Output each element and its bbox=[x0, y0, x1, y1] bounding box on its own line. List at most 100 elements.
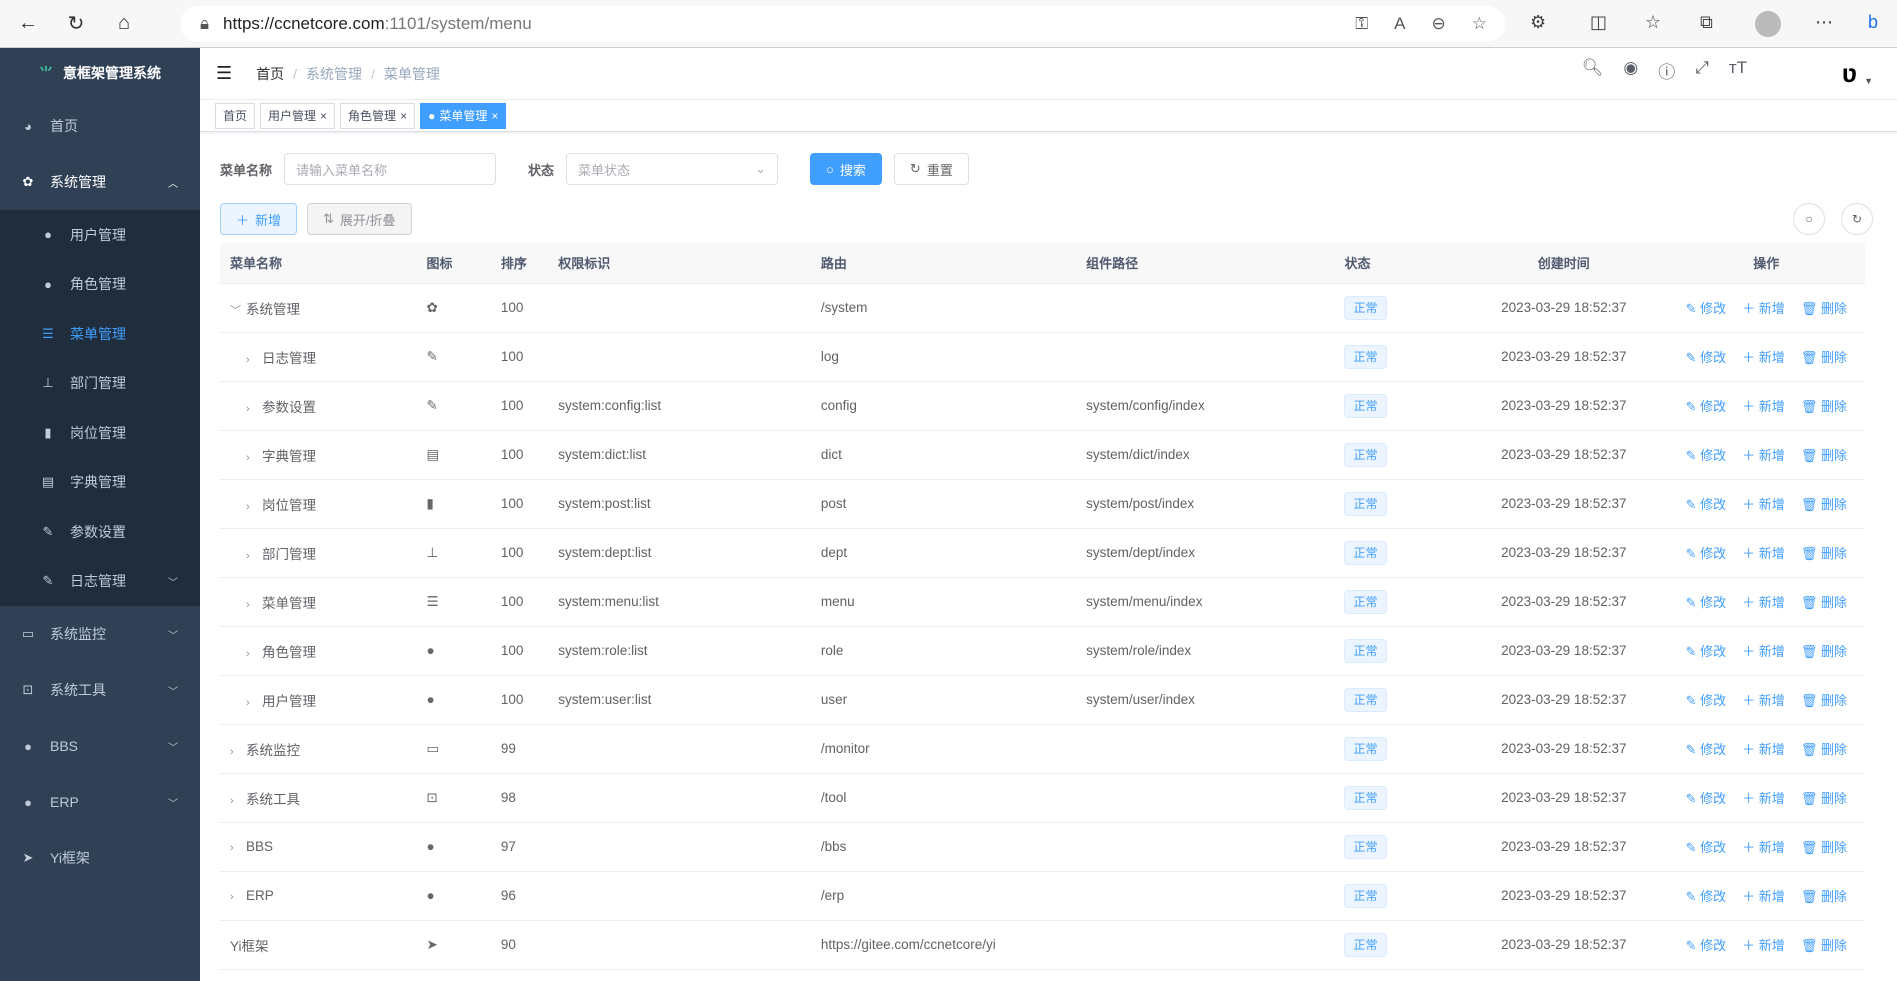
split-screen-icon[interactable]: ◫ bbox=[1590, 12, 1608, 32]
edit-button[interactable]: ✎ 修改 bbox=[1686, 938, 1727, 953]
add-child-button[interactable]: ＋ 新增 bbox=[1742, 938, 1785, 953]
key-icon[interactable]: ⚿ bbox=[1355, 14, 1369, 33]
refresh-button[interactable]: ↻ bbox=[1841, 203, 1873, 235]
add-child-button[interactable]: ＋ 新增 bbox=[1742, 399, 1785, 414]
delete-button[interactable]: 🗑︎ 删除 bbox=[1801, 889, 1847, 904]
add-child-button[interactable]: ＋ 新增 bbox=[1742, 644, 1785, 659]
chevron-right-icon[interactable]: › bbox=[246, 402, 250, 415]
sidebar-item-user[interactable]: ● 用户管理 bbox=[0, 210, 200, 260]
delete-button[interactable]: 🗑︎ 删除 bbox=[1801, 399, 1847, 414]
edit-button[interactable]: ✎ 修改 bbox=[1686, 791, 1727, 806]
edit-button[interactable]: ✎ 修改 bbox=[1686, 889, 1727, 904]
edit-button[interactable]: ✎ 修改 bbox=[1686, 448, 1727, 463]
address-bar[interactable]: 🔒︎ https://ccnetcore.com:1101/system/men… bbox=[180, 6, 1505, 42]
chevron-right-icon[interactable]: › bbox=[246, 353, 250, 366]
search-button[interactable]: ○ 搜索 bbox=[810, 153, 882, 185]
font-size-icon[interactable]: тT bbox=[1728, 58, 1747, 77]
delete-button[interactable]: 🗑︎ 删除 bbox=[1801, 644, 1847, 659]
profile-avatar[interactable] bbox=[1755, 11, 1781, 37]
sidebar-item-menu[interactable]: ☰ 菜单管理 bbox=[0, 309, 200, 359]
sidebar-item-home[interactable]: ◕ 首页 bbox=[0, 98, 200, 154]
sidebar-item-config[interactable]: ✎ 参数设置 bbox=[0, 507, 200, 557]
favorites-icon[interactable]: ☆ bbox=[1645, 12, 1662, 32]
add-child-button[interactable]: ＋ 新增 bbox=[1742, 497, 1785, 512]
user-avatar[interactable]: ʋ bbox=[1841, 58, 1857, 88]
tag-user[interactable]: 用户管理 × bbox=[260, 102, 336, 129]
delete-button[interactable]: 🗑︎ 删除 bbox=[1801, 693, 1847, 708]
chevron-right-icon[interactable]: › bbox=[246, 647, 250, 660]
search-icon[interactable]: 🔍︎ bbox=[1581, 58, 1604, 77]
delete-button[interactable]: 🗑︎ 删除 bbox=[1801, 791, 1847, 806]
favorite-add-icon[interactable]: ☆ bbox=[1471, 14, 1487, 33]
tag-role[interactable]: 角色管理 × bbox=[340, 102, 416, 129]
edit-button[interactable]: ✎ 修改 bbox=[1686, 742, 1727, 757]
sidebar-item-erp[interactable]: ● ERP ﹀ bbox=[0, 774, 200, 830]
tag-menu[interactable]: ● 菜单管理 × bbox=[420, 102, 507, 129]
delete-button[interactable]: 🗑︎ 删除 bbox=[1801, 938, 1847, 953]
close-icon[interactable]: × bbox=[320, 108, 328, 123]
toggle-search-button[interactable]: ○ bbox=[1793, 203, 1825, 235]
close-icon[interactable]: × bbox=[491, 108, 499, 123]
fullscreen-icon[interactable]: ⤢ bbox=[1695, 58, 1709, 77]
chevron-right-icon[interactable]: › bbox=[230, 745, 234, 758]
close-icon[interactable]: × bbox=[400, 108, 408, 123]
add-child-button[interactable]: ＋ 新增 bbox=[1742, 448, 1785, 463]
add-child-button[interactable]: ＋ 新增 bbox=[1742, 546, 1785, 561]
delete-button[interactable]: 🗑︎ 删除 bbox=[1801, 742, 1847, 757]
edit-button[interactable]: ✎ 修改 bbox=[1686, 546, 1727, 561]
caret-down-icon[interactable]: ▼ bbox=[1864, 76, 1873, 86]
add-child-button[interactable]: ＋ 新增 bbox=[1742, 791, 1785, 806]
add-child-button[interactable]: ＋ 新增 bbox=[1742, 889, 1785, 904]
add-child-button[interactable]: ＋ 新增 bbox=[1742, 595, 1785, 610]
tag-home[interactable]: 首页 bbox=[215, 102, 256, 129]
delete-button[interactable]: 🗑︎ 删除 bbox=[1801, 497, 1847, 512]
sidebar-item-system[interactable]: ✿ 系统管理 ︿ bbox=[0, 154, 200, 210]
edit-button[interactable]: ✎ 修改 bbox=[1686, 399, 1727, 414]
collections-icon[interactable]: ⧉ bbox=[1700, 12, 1713, 32]
back-icon[interactable]: ← bbox=[18, 12, 38, 34]
sidebar-item-monitor[interactable]: ▭ 系统监控 ﹀ bbox=[0, 606, 200, 662]
delete-button[interactable]: 🗑︎ 删除 bbox=[1801, 350, 1847, 365]
read-aloud-icon[interactable]: A bbox=[1394, 14, 1406, 33]
zoom-out-icon[interactable]: ⊖ bbox=[1431, 14, 1446, 33]
add-button[interactable]: ＋ 新增 bbox=[220, 203, 298, 235]
help-icon[interactable]: ⓘ bbox=[1658, 63, 1676, 82]
edit-button[interactable]: ✎ 修改 bbox=[1686, 693, 1727, 708]
sidebar-item-yi[interactable]: ➤ Yi框架 bbox=[0, 830, 200, 886]
edit-button[interactable]: ✎ 修改 bbox=[1686, 301, 1727, 316]
sidebar-item-dict[interactable]: ▤ 字典管理 bbox=[0, 458, 200, 508]
add-child-button[interactable]: ＋ 新增 bbox=[1742, 350, 1785, 365]
bing-icon[interactable]: b bbox=[1868, 12, 1879, 32]
menu-name-input[interactable]: 请输入菜单名称 bbox=[284, 153, 497, 185]
edit-button[interactable]: ✎ 修改 bbox=[1686, 840, 1727, 855]
status-select[interactable]: 菜单状态 ⌄ bbox=[566, 153, 779, 185]
chevron-right-icon[interactable]: › bbox=[230, 842, 234, 854]
reload-icon[interactable]: ↻ bbox=[67, 13, 85, 35]
chevron-right-icon[interactable]: › bbox=[246, 598, 250, 611]
sidebar-item-role[interactable]: ● 角色管理 bbox=[0, 260, 200, 310]
add-child-button[interactable]: ＋ 新增 bbox=[1742, 693, 1785, 708]
sidebar-logo[interactable]: ⺌意框架管理系统 bbox=[0, 48, 200, 98]
edit-button[interactable]: ✎ 修改 bbox=[1686, 595, 1727, 610]
edit-button[interactable]: ✎ 修改 bbox=[1686, 644, 1727, 659]
add-child-button[interactable]: ＋ 新增 bbox=[1742, 301, 1785, 316]
chevron-down-icon[interactable]: ﹀ bbox=[230, 304, 241, 317]
chevron-right-icon[interactable]: › bbox=[246, 696, 250, 709]
sidebar-item-bbs[interactable]: ● BBS ﹀ bbox=[0, 718, 200, 774]
delete-button[interactable]: 🗑︎ 删除 bbox=[1801, 840, 1847, 855]
delete-button[interactable]: 🗑︎ 删除 bbox=[1801, 546, 1847, 561]
home-icon[interactable]: ⌂ bbox=[117, 12, 131, 34]
more-icon[interactable]: ⋯ bbox=[1815, 12, 1833, 32]
delete-button[interactable]: 🗑︎ 删除 bbox=[1801, 448, 1847, 463]
chevron-right-icon[interactable]: › bbox=[246, 500, 250, 513]
delete-button[interactable]: 🗑︎ 删除 bbox=[1801, 595, 1847, 610]
sidebar-item-dept[interactable]: ⊥ 部门管理 bbox=[0, 359, 200, 409]
github-icon[interactable]: ◉ bbox=[1623, 58, 1639, 77]
chevron-right-icon[interactable]: › bbox=[230, 891, 234, 903]
chevron-right-icon[interactable]: › bbox=[230, 794, 234, 807]
sidebar-item-log[interactable]: ✎ 日志管理 ﹀ bbox=[0, 557, 200, 607]
extensions-icon[interactable]: ⚙ bbox=[1530, 12, 1547, 32]
add-child-button[interactable]: ＋ 新增 bbox=[1742, 840, 1785, 855]
edit-button[interactable]: ✎ 修改 bbox=[1686, 350, 1727, 365]
chevron-right-icon[interactable]: › bbox=[246, 549, 250, 562]
